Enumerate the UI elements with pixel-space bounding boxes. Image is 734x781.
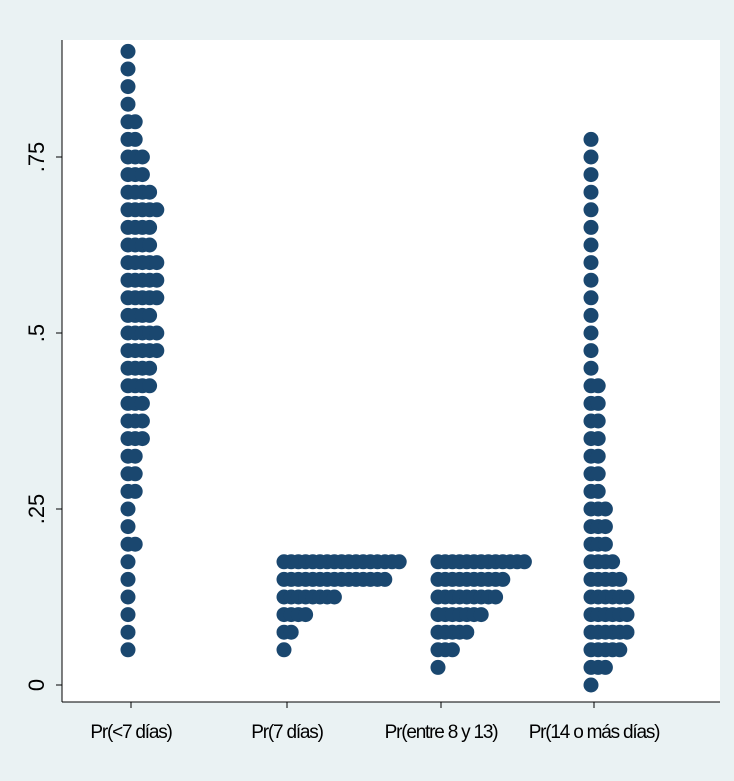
data-point <box>149 343 165 359</box>
data-point <box>612 571 628 587</box>
data-point <box>127 131 143 147</box>
data-point <box>444 642 460 658</box>
data-point <box>142 360 158 376</box>
data-point <box>590 466 606 482</box>
data-point <box>391 554 407 570</box>
data-point <box>583 677 599 693</box>
data-point <box>583 167 599 183</box>
data-point <box>283 624 299 640</box>
data-point <box>377 571 393 587</box>
data-point <box>149 202 165 218</box>
data-point <box>298 607 314 623</box>
data-point <box>120 554 136 570</box>
data-point <box>590 395 606 411</box>
y-tick-label: .5 <box>24 324 49 342</box>
data-point <box>142 219 158 235</box>
data-point <box>459 624 475 640</box>
data-point <box>134 413 150 429</box>
data-point <box>120 96 136 112</box>
data-point <box>583 131 599 147</box>
data-points <box>120 43 635 693</box>
data-point <box>619 607 635 623</box>
data-point <box>590 413 606 429</box>
data-point <box>612 642 628 658</box>
data-point <box>142 237 158 253</box>
x-tick-label: Pr(7 días) <box>251 722 323 743</box>
data-point <box>516 554 532 570</box>
data-point <box>142 378 158 394</box>
data-point <box>590 448 606 464</box>
data-point <box>619 589 635 605</box>
data-point <box>120 624 136 640</box>
y-axis-ticks: 0 .25 .5 .75 <box>24 142 62 691</box>
data-point <box>583 202 599 218</box>
data-point <box>120 61 136 77</box>
data-point <box>120 501 136 517</box>
data-point <box>127 483 143 499</box>
data-point <box>127 448 143 464</box>
data-point <box>597 501 613 517</box>
data-point <box>597 659 613 675</box>
data-point <box>597 519 613 535</box>
data-point <box>149 290 165 306</box>
data-point <box>583 237 599 253</box>
data-point <box>120 43 136 59</box>
data-point <box>495 571 511 587</box>
x-axis-ticks: Pr(<7 días) Pr(7 días) Pr(entre 8 y 13) Pr(… <box>90 702 661 743</box>
data-point <box>134 431 150 447</box>
data-point <box>583 219 599 235</box>
data-point <box>583 149 599 165</box>
data-point <box>134 149 150 165</box>
data-point <box>583 272 599 288</box>
data-point <box>619 624 635 640</box>
data-point <box>276 642 292 658</box>
data-point <box>142 307 158 323</box>
data-point <box>326 589 342 605</box>
data-point <box>120 607 136 623</box>
data-point <box>488 589 504 605</box>
data-point <box>590 483 606 499</box>
data-point <box>127 466 143 482</box>
x-tick-label: Pr(entre 8 y 13) <box>385 722 499 743</box>
data-point <box>430 659 446 675</box>
y-tick-label: .25 <box>24 494 49 525</box>
data-point <box>597 536 613 552</box>
data-point <box>149 325 165 341</box>
y-tick-label: 0 <box>24 679 49 691</box>
data-point <box>134 395 150 411</box>
y-tick-label: .75 <box>24 142 49 173</box>
data-point <box>134 167 150 183</box>
data-point <box>583 255 599 271</box>
data-point <box>120 642 136 658</box>
data-point <box>583 290 599 306</box>
data-point <box>120 519 136 535</box>
data-point <box>142 184 158 200</box>
data-point <box>149 272 165 288</box>
data-point <box>120 79 136 95</box>
data-point <box>149 255 165 271</box>
data-point <box>120 571 136 587</box>
data-point <box>583 325 599 341</box>
data-point <box>120 589 136 605</box>
data-point <box>473 607 489 623</box>
data-point <box>127 114 143 130</box>
x-tick-label: Pr(<7 días) <box>90 722 172 743</box>
data-point <box>590 378 606 394</box>
data-point <box>590 431 606 447</box>
data-point <box>605 554 621 570</box>
data-point <box>583 184 599 200</box>
data-point <box>127 536 143 552</box>
data-point <box>583 307 599 323</box>
x-tick-label: Pr(14 o más días) <box>529 722 660 743</box>
data-point <box>583 360 599 376</box>
data-point <box>583 343 599 359</box>
